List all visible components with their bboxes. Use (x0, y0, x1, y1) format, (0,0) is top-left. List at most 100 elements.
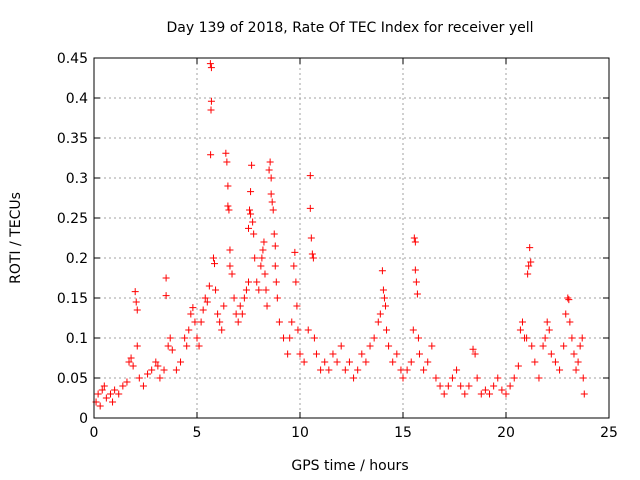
data-point (310, 334, 318, 342)
y-tick-label: 0.15 (57, 291, 88, 307)
data-point (309, 254, 317, 262)
data-point (250, 230, 258, 238)
y-tick-label: 0.45 (57, 51, 88, 67)
data-point (317, 366, 325, 374)
data-point (547, 350, 555, 358)
data-point (457, 382, 465, 390)
data-point (238, 310, 246, 318)
data-point (212, 286, 220, 294)
data-point (444, 382, 452, 390)
data-point (304, 326, 312, 334)
data-point (187, 310, 195, 318)
data-point (358, 350, 366, 358)
data-point (292, 278, 300, 286)
data-point (424, 358, 432, 366)
data-point (362, 358, 370, 366)
data-point (329, 350, 337, 358)
data-point (199, 306, 207, 314)
data-point (228, 270, 236, 278)
data-point (162, 292, 170, 300)
data-point (257, 262, 265, 270)
y-tick-label: 0.1 (66, 331, 88, 347)
data-point (168, 346, 176, 354)
data-point (306, 204, 314, 212)
data-point (290, 262, 298, 270)
data-point (271, 262, 279, 270)
x-tick-label: 20 (497, 425, 515, 441)
data-point (354, 366, 362, 374)
x-tick-label: 5 (193, 425, 202, 441)
data-point (261, 270, 269, 278)
data-point (481, 386, 489, 394)
data-point (525, 262, 533, 270)
data-point (152, 358, 160, 366)
data-point (207, 97, 215, 105)
data-point (498, 386, 506, 394)
data-point (102, 394, 110, 402)
data-point (125, 358, 133, 366)
data-point (275, 318, 283, 326)
data-point (370, 334, 378, 342)
y-tick-label: 0.4 (66, 91, 88, 107)
data-point (383, 326, 391, 334)
data-point (306, 172, 314, 180)
data-point (222, 149, 230, 157)
data-point (579, 374, 587, 382)
data-point (510, 374, 518, 382)
data-point (293, 302, 301, 310)
data-point (528, 342, 536, 350)
data-point (154, 362, 162, 370)
data-point (106, 390, 114, 398)
data-point (345, 358, 353, 366)
data-point (562, 310, 570, 318)
data-point (177, 358, 185, 366)
data-point (403, 366, 411, 374)
data-point (156, 374, 164, 382)
data-point (262, 286, 270, 294)
data-point (412, 278, 420, 286)
data-point (527, 258, 535, 266)
data-point (240, 294, 248, 302)
data-point (268, 198, 276, 206)
data-point (399, 374, 407, 382)
data-point (220, 302, 228, 310)
data-point (551, 358, 559, 366)
data-point (378, 267, 386, 275)
data-point (193, 334, 201, 342)
data-point (576, 342, 584, 350)
data-point (341, 366, 349, 374)
data-point (556, 366, 564, 374)
data-point (181, 334, 189, 342)
data-point (381, 302, 389, 310)
data-point (502, 390, 510, 398)
data-point (531, 358, 539, 366)
data-point (523, 334, 531, 342)
x-tick-label: 0 (90, 425, 99, 441)
data-point (127, 354, 135, 362)
data-point (249, 218, 257, 226)
data-point (115, 390, 123, 398)
data-point (410, 234, 418, 242)
data-point (133, 342, 141, 350)
data-point (273, 294, 281, 302)
data-point (224, 202, 232, 210)
grid-lines (94, 58, 609, 418)
data-point (393, 350, 401, 358)
y-axis-label: ROTI / TECUs (8, 192, 24, 284)
data-point (98, 386, 106, 394)
data-point (232, 310, 240, 318)
data-point (258, 254, 266, 262)
data-point (535, 374, 543, 382)
data-point (308, 250, 316, 258)
data-point (248, 161, 256, 169)
data-point (568, 334, 576, 342)
data-point (226, 262, 234, 270)
data-point (226, 246, 234, 254)
x-tick-label: 25 (600, 425, 618, 441)
data-point (251, 254, 259, 262)
data-point (284, 350, 292, 358)
data-point (247, 188, 255, 196)
data-point (337, 342, 345, 350)
data-point (570, 350, 578, 358)
